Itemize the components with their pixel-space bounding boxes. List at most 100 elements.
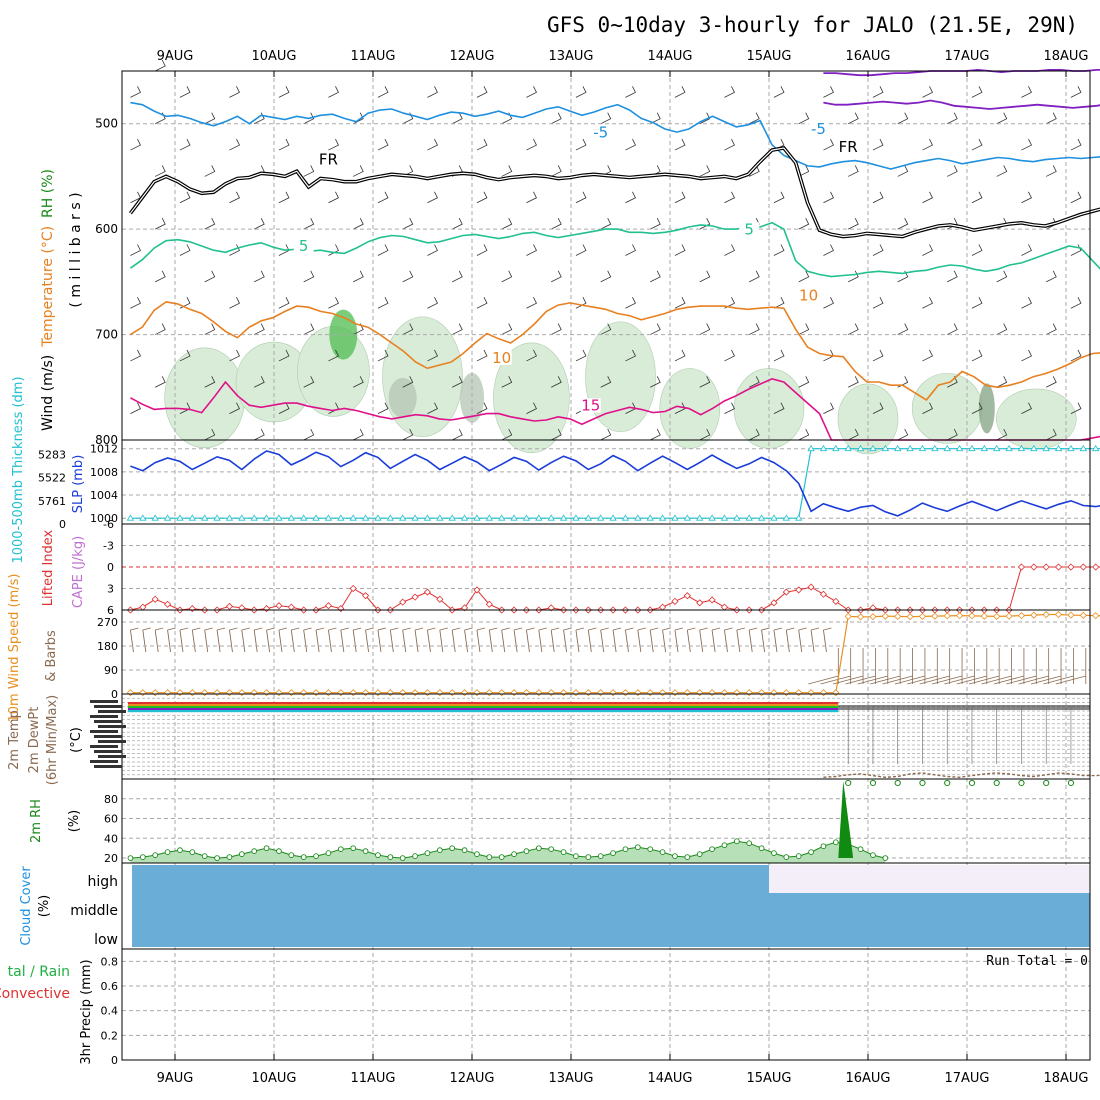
wind-barb bbox=[328, 244, 339, 256]
wind10-barb bbox=[612, 627, 622, 653]
marker-lifted-index bbox=[1017, 563, 1026, 571]
contour-label-bg bbox=[293, 239, 314, 254]
marker-10m-wind-speed bbox=[609, 689, 617, 697]
wind-barb bbox=[303, 270, 315, 283]
marker-thickness bbox=[1091, 444, 1100, 452]
marker-thickness bbox=[547, 514, 555, 521]
wind-barb bbox=[674, 86, 686, 98]
wind-barb bbox=[798, 323, 810, 335]
wind10-barb bbox=[439, 627, 448, 653]
marker-thickness bbox=[584, 514, 593, 521]
wind-barb bbox=[996, 270, 1008, 283]
marker-thickness bbox=[943, 444, 951, 452]
marker-thickness bbox=[918, 444, 927, 452]
contour-label: 15 bbox=[581, 396, 600, 414]
wind-barb bbox=[625, 138, 636, 151]
marker-lifted-index bbox=[770, 599, 778, 607]
series-line-10m-wind-speed bbox=[130, 613, 1100, 694]
wind10-barb bbox=[832, 648, 864, 685]
marker-10m-wind-speed bbox=[312, 689, 320, 697]
marker-10m-wind-speed bbox=[510, 689, 518, 697]
y-tick-slp: 1004 bbox=[90, 489, 118, 502]
contour-label: -5 bbox=[811, 120, 826, 138]
wind-barb bbox=[996, 323, 1008, 335]
rh-point bbox=[746, 840, 753, 847]
series-line-5C bbox=[129, 221, 1100, 278]
wind-barb bbox=[427, 244, 438, 256]
rh-point bbox=[449, 845, 456, 852]
wind-barb bbox=[575, 138, 587, 151]
marker-10m-wind-speed bbox=[782, 689, 790, 697]
wind10-barb bbox=[662, 627, 671, 653]
marker-10m-wind-speed bbox=[238, 689, 246, 697]
rh-point bbox=[622, 846, 629, 853]
wind-barb bbox=[526, 244, 537, 256]
marker-lifted-index bbox=[188, 605, 196, 613]
rh-point bbox=[362, 848, 369, 854]
wind-barb bbox=[501, 376, 513, 388]
wind-barb bbox=[551, 112, 562, 125]
wind-barb bbox=[773, 191, 785, 204]
marker-lifted-index bbox=[1067, 563, 1075, 571]
wind-barb bbox=[922, 86, 933, 98]
wind10-barb bbox=[1030, 648, 1062, 685]
contour-label-bg bbox=[739, 222, 760, 237]
precip-rain-label: tal / Rain bbox=[8, 964, 70, 980]
wind-barb bbox=[922, 138, 933, 151]
wind-barb bbox=[1046, 165, 1057, 177]
rh-point bbox=[1043, 779, 1050, 787]
marker-10m-wind-speed bbox=[720, 689, 729, 697]
marker-10m-wind-speed bbox=[956, 612, 964, 620]
wind-barb bbox=[724, 402, 735, 415]
y-tick-rh: 60 bbox=[104, 813, 118, 826]
marker-10m-wind-speed bbox=[448, 689, 456, 697]
marker-10m-wind-speed bbox=[881, 612, 889, 620]
rh-point bbox=[436, 847, 443, 854]
marker-thickness bbox=[522, 514, 531, 521]
marker-thickness bbox=[596, 514, 605, 521]
wind-barb bbox=[971, 138, 983, 151]
wind-barb bbox=[1046, 428, 1057, 441]
wind-barb bbox=[229, 244, 240, 256]
rh-point bbox=[412, 853, 418, 859]
wind-barb bbox=[625, 244, 636, 256]
wind-barb bbox=[848, 270, 859, 283]
wind-barb bbox=[699, 165, 711, 177]
wind10-barb bbox=[845, 648, 876, 685]
wind-barb bbox=[1021, 349, 1032, 362]
wind-barb bbox=[947, 428, 958, 441]
x-tick-top: 14AUG bbox=[647, 49, 692, 64]
wind10-barb bbox=[773, 627, 783, 653]
wind-barb bbox=[402, 270, 414, 283]
wind10-barb bbox=[389, 627, 399, 653]
marker-10m-wind-speed bbox=[201, 689, 209, 697]
t2m-tick-glyph bbox=[90, 700, 118, 703]
wind-barb bbox=[278, 191, 290, 204]
marker-thickness bbox=[745, 514, 753, 521]
wind-barb bbox=[823, 244, 834, 256]
wind-barb bbox=[377, 349, 389, 362]
wind-barb bbox=[773, 297, 785, 309]
wind-barb bbox=[773, 349, 785, 362]
marker-10m-wind-speed bbox=[894, 612, 902, 620]
y-tick-precip: 0.2 bbox=[101, 1029, 119, 1042]
y-tick-slp: 1008 bbox=[90, 466, 118, 479]
wind-barb bbox=[1046, 323, 1057, 335]
rh-point bbox=[201, 853, 208, 859]
marker-10m-wind-speed bbox=[918, 612, 927, 620]
y-tick-li: 0 bbox=[107, 561, 114, 574]
wind-barb bbox=[179, 191, 191, 204]
rh-point bbox=[214, 855, 220, 861]
rh-point bbox=[387, 854, 394, 860]
series-line--5C bbox=[130, 101, 1100, 170]
rh-point bbox=[350, 845, 357, 852]
marker-10m-wind-speed bbox=[1055, 610, 1063, 619]
marker-10m-wind-speed bbox=[795, 689, 803, 697]
marker-10m-wind-speed bbox=[634, 689, 642, 697]
cloud-level-label: low bbox=[94, 932, 118, 948]
marker-10m-wind-speed bbox=[498, 689, 506, 697]
wind-barb bbox=[947, 165, 958, 177]
rh-point bbox=[226, 854, 233, 860]
x-tick-bottom: 9AUG bbox=[157, 1071, 194, 1086]
t2m-tick-glyph bbox=[98, 740, 126, 743]
